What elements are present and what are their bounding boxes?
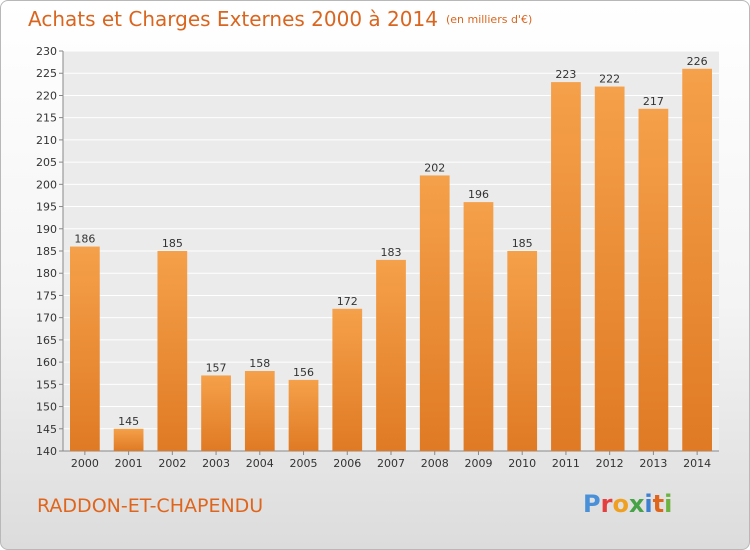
bar	[507, 251, 538, 451]
unit-label: (en milliers d'€)	[445, 13, 533, 26]
y-tick-label: 180	[36, 267, 57, 280]
logo-letter: o	[612, 490, 629, 518]
y-tick-label: 210	[36, 134, 57, 147]
value-label: 157	[206, 361, 227, 374]
bar	[638, 108, 669, 452]
x-tick-label: 2001	[115, 457, 143, 470]
y-tick-label: 225	[36, 67, 57, 80]
y-tick-label: 200	[36, 178, 57, 191]
logo-letter: x	[628, 490, 645, 518]
value-label: 202	[424, 161, 445, 174]
y-tick-label: 205	[36, 156, 57, 169]
bar	[201, 375, 231, 451]
title-text: Achats et Charges Externes 2000 à 2014	[28, 7, 438, 31]
chart-title: Achats et Charges Externes 2000 à 2014 (e…	[28, 7, 532, 31]
logo-letter: i	[644, 490, 653, 518]
x-tick-label: 2014	[683, 457, 711, 470]
logo-letter: t	[652, 490, 665, 518]
bar	[376, 259, 406, 451]
x-tick-label: 2007	[377, 457, 405, 470]
y-tick-label: 145	[36, 423, 57, 436]
value-label: 217	[643, 95, 664, 108]
logo-letter: i	[664, 490, 673, 518]
value-label: 185	[162, 237, 183, 250]
value-label: 196	[468, 188, 489, 201]
logo-letter: r	[600, 490, 613, 518]
y-tick-label: 155	[36, 378, 57, 391]
value-label: 183	[381, 246, 402, 259]
proxiti-logo: Proxiti	[583, 490, 672, 518]
y-tick-label: 150	[36, 401, 57, 414]
y-tick-label: 190	[36, 223, 57, 236]
x-tick-label: 2002	[158, 457, 186, 470]
x-tick-label: 2013	[639, 457, 667, 470]
value-label: 172	[337, 295, 358, 308]
value-label: 158	[249, 357, 270, 370]
value-label: 223	[555, 68, 576, 81]
bar	[551, 82, 581, 451]
y-tick-label: 165	[36, 334, 57, 347]
commune-name: RADDON-ET-CHAPENDU	[37, 495, 264, 517]
bar	[419, 175, 450, 451]
x-tick-label: 2010	[508, 457, 536, 470]
y-tick-label: 230	[36, 45, 57, 58]
value-label: 226	[687, 55, 708, 68]
y-tick-label: 220	[36, 89, 57, 102]
y-tick-label: 175	[36, 289, 57, 302]
value-label: 185	[512, 237, 533, 250]
x-tick-label: 2012	[596, 457, 624, 470]
value-label: 156	[293, 366, 314, 379]
bar	[69, 246, 100, 451]
value-label: 222	[599, 73, 620, 86]
bar	[332, 308, 363, 451]
x-tick-label: 2004	[246, 457, 274, 470]
x-tick-label: 2003	[202, 457, 230, 470]
value-label: 186	[74, 233, 95, 246]
y-tick-label: 185	[36, 245, 57, 258]
bar	[244, 371, 275, 451]
y-tick-label: 195	[36, 201, 57, 214]
x-tick-label: 2006	[333, 457, 361, 470]
x-tick-label: 2008	[421, 457, 449, 470]
bar	[288, 379, 319, 451]
x-tick-label: 2005	[290, 457, 318, 470]
bar	[682, 68, 713, 452]
y-tick-label: 170	[36, 312, 57, 325]
y-tick-label: 160	[36, 356, 57, 369]
bar	[113, 428, 144, 451]
x-tick-label: 2009	[464, 457, 492, 470]
y-tick-label: 140	[36, 445, 57, 458]
bar	[594, 86, 625, 452]
value-label: 145	[118, 415, 139, 428]
y-tick-label: 215	[36, 112, 57, 125]
x-tick-label: 2000	[71, 457, 99, 470]
bar	[463, 202, 494, 451]
x-tick-label: 2011	[552, 457, 580, 470]
logo-letter: P	[583, 490, 601, 518]
bar	[157, 251, 188, 451]
